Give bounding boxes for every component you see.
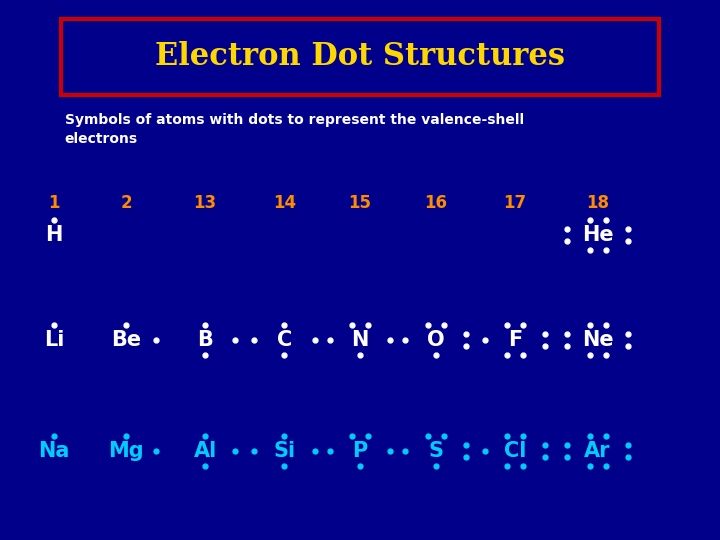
Text: Electron Dot Structures: Electron Dot Structures: [155, 41, 565, 72]
Text: Be: Be: [111, 330, 141, 350]
Text: Al: Al: [194, 441, 217, 461]
Text: Mg: Mg: [108, 441, 144, 461]
Text: He: He: [582, 225, 613, 245]
Text: Symbols of atoms with dots to represent the valence-shell
electrons: Symbols of atoms with dots to represent …: [65, 113, 524, 146]
Text: C: C: [276, 330, 292, 350]
Text: F: F: [508, 330, 522, 350]
Text: 18: 18: [586, 193, 609, 212]
Text: O: O: [427, 330, 444, 350]
Text: 17: 17: [503, 193, 526, 212]
Text: 15: 15: [348, 193, 372, 212]
Text: S: S: [428, 441, 443, 461]
Text: Si: Si: [274, 441, 295, 461]
Text: P: P: [352, 441, 368, 461]
Text: Cl: Cl: [503, 441, 526, 461]
Text: Na: Na: [38, 441, 70, 461]
Text: N: N: [351, 330, 369, 350]
FancyBboxPatch shape: [61, 19, 659, 94]
Text: 14: 14: [273, 193, 296, 212]
Text: 13: 13: [194, 193, 217, 212]
Text: H: H: [45, 225, 63, 245]
Text: 16: 16: [424, 193, 447, 212]
Text: 1: 1: [48, 193, 60, 212]
Text: 2: 2: [120, 193, 132, 212]
Text: B: B: [197, 330, 213, 350]
Text: Ne: Ne: [582, 330, 613, 350]
Text: Ar: Ar: [585, 441, 611, 461]
Text: Li: Li: [44, 330, 64, 350]
